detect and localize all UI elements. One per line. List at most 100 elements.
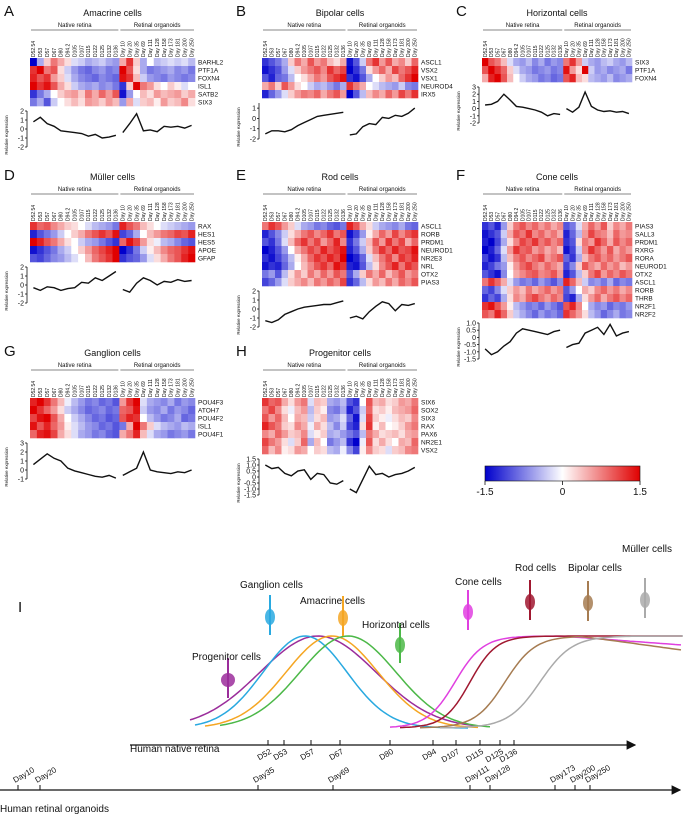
heatmap-cell	[405, 230, 412, 239]
heatmap-cell	[85, 254, 93, 263]
heatmap-cell	[91, 58, 100, 67]
heatmap-cell	[43, 246, 51, 255]
heatmap-cell	[588, 58, 595, 67]
heatmap-cell	[64, 422, 72, 431]
heatmap-cell	[314, 398, 321, 407]
column-label: D53	[270, 48, 276, 57]
y-axis-label: Relative expression	[236, 295, 241, 335]
heatmap-cell	[146, 222, 155, 231]
heatmap-cell	[625, 302, 633, 311]
heatmap-cell	[327, 446, 334, 455]
heatmap-cell	[411, 58, 419, 67]
heatmap-cell	[544, 286, 552, 295]
heatmap-cell	[563, 66, 570, 75]
heatmap-cell	[385, 74, 393, 83]
heatmap-cell	[167, 238, 175, 247]
column-label: Day 200	[406, 38, 412, 57]
column-label: Day 111	[374, 39, 380, 57]
heatmap-cell	[525, 230, 533, 239]
column-label: D136	[558, 209, 564, 221]
heatmap-cell	[600, 294, 608, 303]
column-label: D52.54	[31, 205, 37, 221]
heatmap-cell	[160, 246, 168, 255]
column-label: Day 69	[367, 41, 373, 57]
heatmap-cell	[112, 422, 120, 431]
heatmap-cell	[188, 74, 196, 83]
heatmap-cell	[563, 278, 570, 287]
heatmap-cell	[174, 74, 182, 83]
heatmap-cell	[181, 82, 189, 91]
heatmap-cell	[519, 66, 527, 75]
heatmap-cell	[594, 262, 602, 271]
heatmap-cell	[320, 278, 328, 287]
heatmap-cell	[146, 238, 155, 247]
colorbar-tick-label: -1.5	[476, 487, 494, 498]
heatmap-cell	[268, 422, 276, 431]
heatmap-cell	[181, 430, 189, 439]
column-label: D107	[309, 45, 315, 57]
heatmap-cell	[126, 254, 134, 263]
column-label: D67	[283, 212, 289, 221]
heatmap-cell	[268, 82, 276, 91]
column-label: Day 20	[127, 381, 133, 397]
column-label: D115	[533, 45, 539, 57]
heatmap-cell	[160, 422, 168, 431]
heatmap-cell	[488, 310, 495, 319]
heatmap-cell	[281, 254, 289, 263]
heatmap-cell	[488, 302, 495, 311]
heatmap-cell	[98, 246, 106, 255]
column-label: Day 128	[155, 202, 161, 221]
gene-label: HES1	[198, 231, 215, 238]
heatmap-cell	[619, 270, 627, 279]
heatmap-cell	[563, 262, 570, 271]
heatmap-cell	[385, 238, 393, 247]
expression-line	[264, 464, 344, 485]
heatmap-cell	[398, 238, 406, 247]
heatmap-cell	[482, 246, 489, 255]
heatmap-cell	[64, 230, 72, 239]
heatmap-cell	[575, 286, 583, 295]
heatmap-cell	[181, 398, 189, 407]
heatmap-cell	[320, 246, 328, 255]
heatmap-cell	[569, 238, 577, 247]
heatmap-cell	[36, 230, 45, 239]
y-axis-label: Relative expression	[4, 447, 9, 487]
column-label: Day 69	[141, 41, 147, 57]
heatmap-cell	[314, 230, 321, 239]
gene-label: SOX2	[421, 407, 439, 414]
heatmap-cell	[513, 254, 520, 263]
column-label: D94.2	[514, 207, 520, 221]
heatmap-cell	[372, 398, 380, 407]
column-label: Day 69	[141, 381, 147, 397]
heatmap-cell	[85, 398, 93, 407]
heatmap-cell	[160, 430, 168, 439]
column-label: D57	[45, 212, 51, 221]
heatmap-cell	[333, 90, 341, 99]
heatmap-cell	[494, 278, 502, 287]
timeline-tick-label: Day35	[252, 765, 277, 785]
heatmap-cell	[105, 90, 113, 99]
gene-label: VSX1	[421, 75, 438, 82]
heatmap-cell	[262, 74, 269, 83]
heatmap-cell	[119, 74, 127, 83]
heatmap-cell	[607, 222, 614, 231]
heatmap-cell	[167, 254, 175, 263]
heatmap-cell	[188, 246, 196, 255]
y-tick-label: 1.0	[466, 321, 476, 328]
heatmap-cell	[575, 66, 583, 75]
heatmap-cell	[112, 430, 120, 439]
heatmap-cell	[281, 90, 289, 99]
column-label: Day 128	[595, 202, 601, 221]
heatmap-cell	[174, 406, 182, 415]
heatmap-cell	[359, 278, 367, 287]
heatmap-cell	[550, 302, 558, 311]
cell-type-label: Cone cells	[455, 577, 502, 588]
heatmap-cell	[78, 430, 86, 439]
heatmap-cell	[153, 66, 161, 75]
heatmap-cell	[167, 422, 175, 431]
y-tick-label: 2	[20, 450, 24, 457]
heatmap-cell	[307, 406, 315, 415]
heatmap-cell	[544, 262, 552, 271]
heatmap-cell	[64, 58, 72, 67]
heatmap-cell	[294, 58, 302, 67]
